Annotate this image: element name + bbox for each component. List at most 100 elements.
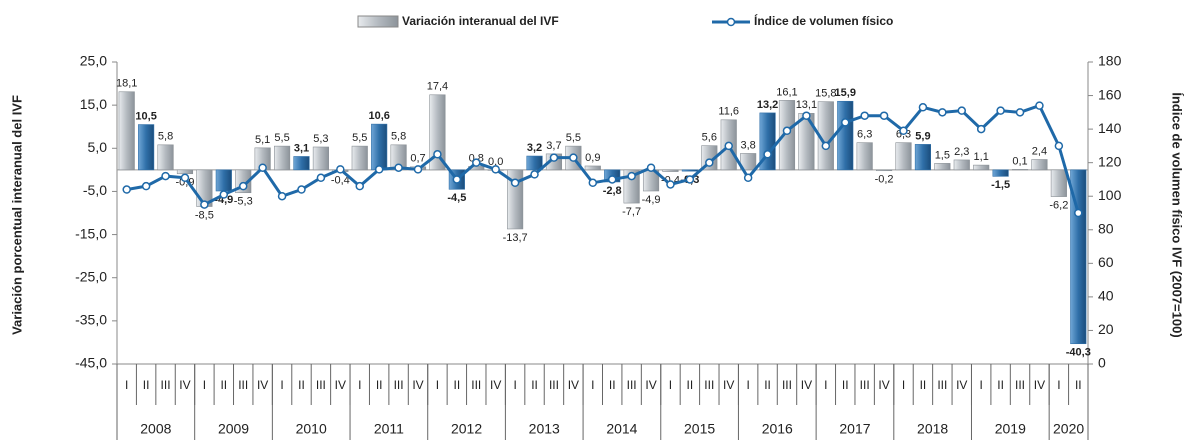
x-tick-label: IV bbox=[257, 378, 268, 392]
line-marker bbox=[491, 165, 500, 174]
x-tick-label: III bbox=[937, 378, 947, 392]
x-tick-label: I bbox=[591, 378, 594, 392]
data-label: 13,1 bbox=[796, 99, 817, 111]
x-tick-label: I bbox=[280, 378, 283, 392]
x-tick-label: I bbox=[669, 378, 672, 392]
bar bbox=[176, 169, 194, 175]
x-tick-label: IV bbox=[412, 378, 423, 392]
y-tick-label: -5,0 bbox=[83, 182, 107, 198]
data-label: 5,6 bbox=[702, 132, 717, 144]
line-marker bbox=[1035, 101, 1044, 110]
bar bbox=[856, 142, 873, 171]
data-label: -4,5 bbox=[447, 192, 466, 204]
bar bbox=[662, 169, 679, 172]
y2-tick-label: 40 bbox=[1098, 288, 1114, 304]
data-label: -8,5 bbox=[195, 209, 214, 221]
line-marker bbox=[238, 181, 248, 191]
year-label: 2016 bbox=[762, 421, 793, 437]
bar bbox=[914, 144, 931, 171]
data-label: -0,2 bbox=[875, 174, 894, 186]
line-marker bbox=[607, 175, 617, 184]
x-tick-label: II bbox=[1075, 378, 1082, 392]
x-tick-label: III bbox=[394, 378, 404, 392]
data-label: 6,3 bbox=[857, 129, 872, 141]
bar bbox=[1050, 169, 1067, 197]
line-marker bbox=[297, 185, 306, 194]
bar bbox=[138, 124, 155, 171]
data-label: -5,3 bbox=[234, 196, 253, 208]
line-marker bbox=[802, 111, 811, 120]
line-marker bbox=[452, 175, 462, 184]
x-tick-label: I bbox=[824, 378, 827, 392]
bar bbox=[584, 165, 601, 171]
line-marker bbox=[841, 118, 850, 127]
data-label: 1,5 bbox=[935, 149, 950, 161]
x-tick-label: III bbox=[161, 378, 171, 392]
bar bbox=[934, 163, 951, 171]
data-label: 0,1 bbox=[1012, 155, 1027, 167]
y2-tick-label: 20 bbox=[1098, 321, 1114, 337]
data-label: 2,3 bbox=[954, 146, 969, 158]
bar bbox=[215, 169, 232, 192]
bar bbox=[293, 156, 310, 171]
x-tick-label: III bbox=[782, 378, 792, 392]
bar bbox=[274, 145, 291, 171]
bar bbox=[992, 169, 1009, 177]
data-label: 15,8 bbox=[815, 88, 836, 100]
data-label: 2,4 bbox=[1032, 145, 1047, 157]
x-tick-label: I bbox=[980, 378, 983, 392]
x-tick-label: I bbox=[358, 378, 361, 392]
x-tick-label: IV bbox=[878, 378, 889, 392]
year-label: 2015 bbox=[684, 421, 715, 437]
data-label: 3,1 bbox=[294, 142, 309, 154]
line-marker bbox=[277, 191, 287, 201]
data-label: -0,4 bbox=[331, 174, 350, 186]
year-label: 2010 bbox=[296, 421, 327, 437]
line-marker bbox=[666, 180, 675, 189]
y2-tick-label: 180 bbox=[1098, 53, 1122, 69]
data-label: -40,3 bbox=[1066, 347, 1091, 359]
line-marker bbox=[782, 126, 792, 136]
line-marker bbox=[976, 124, 986, 134]
x-tick-label: IV bbox=[179, 378, 190, 392]
data-label: 5,5 bbox=[352, 132, 367, 144]
year-label: 2018 bbox=[917, 421, 948, 437]
line-marker bbox=[336, 165, 345, 174]
bar bbox=[953, 159, 970, 171]
x-tick-label: II bbox=[531, 378, 538, 392]
data-label: 5,8 bbox=[158, 131, 173, 143]
bar bbox=[681, 169, 698, 172]
y-tick-label: -45,0 bbox=[75, 355, 107, 371]
year-label: 2011 bbox=[374, 421, 404, 437]
data-label: 17,4 bbox=[427, 81, 448, 93]
bar bbox=[351, 145, 368, 171]
data-label: 5,8 bbox=[391, 131, 406, 143]
data-label: -1,5 bbox=[991, 179, 1010, 191]
line-marker bbox=[705, 158, 714, 167]
line-marker bbox=[258, 163, 267, 172]
data-label: 5,5 bbox=[566, 132, 581, 144]
x-tick-label: III bbox=[704, 378, 714, 392]
x-tick-label: II bbox=[687, 378, 694, 392]
x-tick-label: III bbox=[549, 378, 559, 392]
line-marker bbox=[743, 173, 753, 183]
legend-label: Índice de volumen físico bbox=[754, 13, 893, 28]
data-label: 3,7 bbox=[546, 140, 561, 152]
line-marker bbox=[1054, 141, 1064, 151]
data-label: -4,9 bbox=[642, 194, 661, 206]
bar bbox=[526, 155, 543, 171]
line-marker bbox=[1015, 108, 1025, 117]
x-tick-label: IV bbox=[568, 378, 579, 392]
legend-marker bbox=[726, 17, 736, 27]
data-label: 0,0 bbox=[488, 156, 503, 168]
y2-tick-label: 120 bbox=[1098, 153, 1122, 169]
data-label: -6,2 bbox=[1049, 200, 1068, 212]
x-tick-label: III bbox=[238, 378, 248, 392]
data-label: 5,5 bbox=[274, 132, 289, 144]
line-marker bbox=[530, 170, 539, 179]
line-marker bbox=[646, 163, 656, 172]
bar bbox=[157, 144, 174, 171]
y2-tick-label: 60 bbox=[1098, 254, 1114, 270]
line-marker bbox=[200, 200, 209, 209]
data-label: 0,9 bbox=[585, 152, 600, 164]
